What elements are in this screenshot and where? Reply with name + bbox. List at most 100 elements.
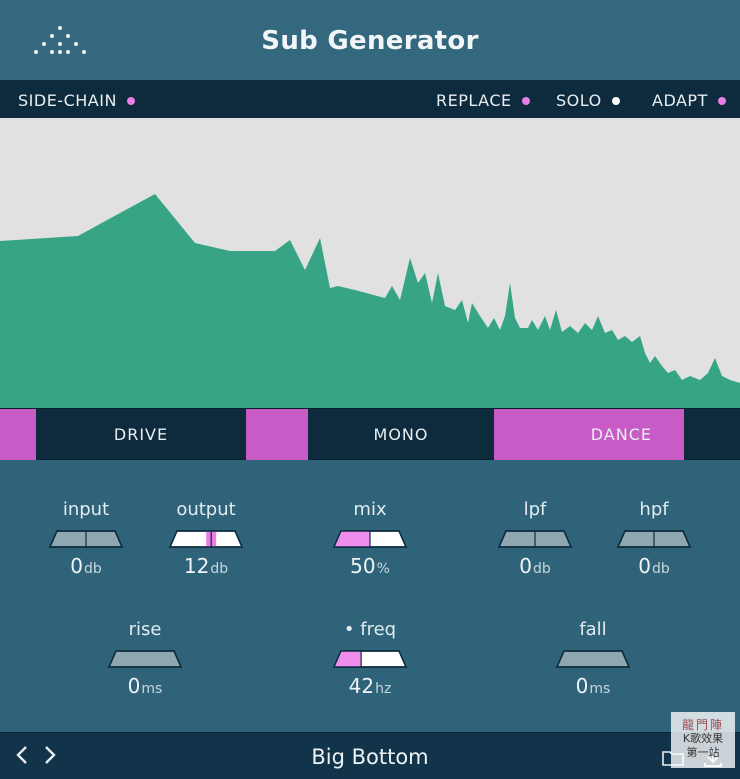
output-label: output	[176, 499, 236, 520]
hpf-label: hpf	[639, 499, 669, 520]
rise-value: 0ms	[85, 674, 205, 698]
fall-unit: ms	[589, 681, 611, 697]
mono-indicator	[246, 409, 308, 460]
preset-name[interactable]: Big Bottom	[311, 745, 429, 769]
mix-control: mix 50%	[310, 498, 430, 578]
logo-dot	[82, 50, 86, 54]
output-fader[interactable]	[169, 530, 243, 548]
fall-value-number: 0	[575, 674, 589, 698]
watermark-line3: 第一站	[686, 746, 720, 759]
fall-label: fall	[579, 619, 607, 640]
logo-dot	[58, 50, 62, 54]
fader-outline	[498, 530, 572, 548]
chevron-left-icon	[16, 746, 27, 764]
output-unit: db	[210, 561, 229, 577]
fader-body	[556, 650, 630, 668]
hpf-fader[interactable]	[617, 530, 691, 548]
output-value: 12db	[146, 554, 266, 578]
adapt-indicator-icon	[717, 96, 726, 105]
input-unit: db	[83, 561, 102, 577]
watermark-line1: 龍門陣	[681, 718, 724, 732]
prev-preset-button[interactable]	[16, 745, 28, 771]
lpf-label: lpf	[523, 499, 547, 520]
rise-control: rise 0ms	[85, 618, 205, 698]
freq-unit: hz	[375, 681, 392, 697]
side-chain-indicator-icon	[126, 96, 135, 105]
fader-fill	[334, 651, 362, 667]
fader-outline	[333, 530, 407, 548]
solo-label: SOLO	[556, 91, 602, 110]
hpf-unit: db	[651, 561, 670, 577]
input-label: input	[62, 499, 110, 520]
output-value-number: 12	[183, 554, 210, 578]
drive-button[interactable]: DRIVE	[36, 409, 246, 460]
dot-grid-logo-icon	[30, 24, 92, 58]
lpf-fader[interactable]	[498, 530, 572, 548]
rise-label: rise	[128, 619, 162, 640]
mix-fader[interactable]	[333, 530, 407, 548]
logo-dot	[58, 26, 62, 30]
watermark-line2: K歌效果	[682, 732, 724, 745]
replace-toggle[interactable]: REPLACE	[436, 91, 530, 110]
rise-fader[interactable]	[108, 650, 182, 668]
dance-button[interactable]: DANCE	[494, 409, 684, 460]
mix-value: 50%	[310, 554, 430, 578]
fader-outline	[617, 530, 691, 548]
side-chain-toggle[interactable]: SIDE-CHAIN	[18, 91, 135, 110]
fader-outline	[333, 650, 407, 668]
replace-indicator-icon	[521, 96, 530, 105]
plugin-title: Sub Generator	[261, 26, 479, 56]
rise-unit: ms	[141, 681, 163, 697]
mix-unit: %	[376, 561, 390, 577]
fader-outline	[108, 650, 182, 668]
drive-indicator	[0, 409, 36, 460]
fall-control: fall 0ms	[533, 618, 653, 698]
mono-label: MONO	[373, 425, 429, 444]
mono-button[interactable]: MONO	[308, 409, 494, 460]
lpf-unit: db	[532, 561, 551, 577]
logo-dot	[50, 34, 54, 38]
mode-bar: DRIVE MONO DANCE	[0, 408, 740, 460]
header: Sub Generator	[0, 0, 740, 80]
next-preset-button[interactable]	[44, 745, 56, 771]
side-chain-label: SIDE-CHAIN	[18, 91, 117, 110]
logo-dot	[34, 50, 38, 54]
footer-bar: Big Bottom	[0, 732, 740, 779]
fall-value: 0ms	[533, 674, 653, 698]
logo-dot	[66, 34, 70, 38]
input-control: input 0db	[26, 498, 146, 578]
lpf-value-number: 0	[519, 554, 532, 578]
solo-toggle[interactable]: SOLO	[556, 91, 620, 110]
logo-dot	[50, 50, 54, 54]
drive-label: DRIVE	[113, 425, 169, 444]
controls-panel: input 0db output 12db mix 50% lpf 0db hp…	[0, 460, 740, 732]
freq-value: 42hz	[310, 674, 430, 698]
lpf-control: lpf 0db	[475, 498, 595, 578]
toggle-bar: SIDE-CHAIN REPLACE SOLO ADAPT	[0, 80, 740, 118]
fall-fader[interactable]	[556, 650, 630, 668]
output-control: output 12db	[146, 498, 266, 578]
dance-off-area	[684, 409, 740, 460]
spectrum-display	[0, 118, 740, 408]
adapt-label: ADAPT	[652, 91, 708, 110]
hpf-value-number: 0	[638, 554, 651, 578]
input-value: 0db	[26, 554, 146, 578]
spectrum-area	[0, 194, 740, 408]
watermark-badge: 龍門陣 K歌效果 第一站	[671, 712, 735, 768]
mix-value-number: 50	[350, 554, 376, 578]
fader-outline	[169, 530, 243, 548]
spectrum-graph	[0, 194, 740, 408]
adapt-toggle[interactable]: ADAPT	[652, 91, 726, 110]
rise-value-number: 0	[127, 674, 141, 698]
freq-label: • freq	[343, 619, 397, 640]
hpf-control: hpf 0db	[594, 498, 714, 578]
freq-control: • freq 42hz	[310, 618, 430, 698]
freq-value-number: 42	[348, 674, 375, 698]
mix-label: mix	[353, 499, 387, 520]
fader-body	[169, 530, 243, 548]
fader-outline	[556, 650, 630, 668]
freq-fader[interactable]	[333, 650, 407, 668]
input-fader[interactable]	[49, 530, 123, 548]
replace-label: REPLACE	[436, 91, 512, 110]
logo-dot	[66, 50, 70, 54]
